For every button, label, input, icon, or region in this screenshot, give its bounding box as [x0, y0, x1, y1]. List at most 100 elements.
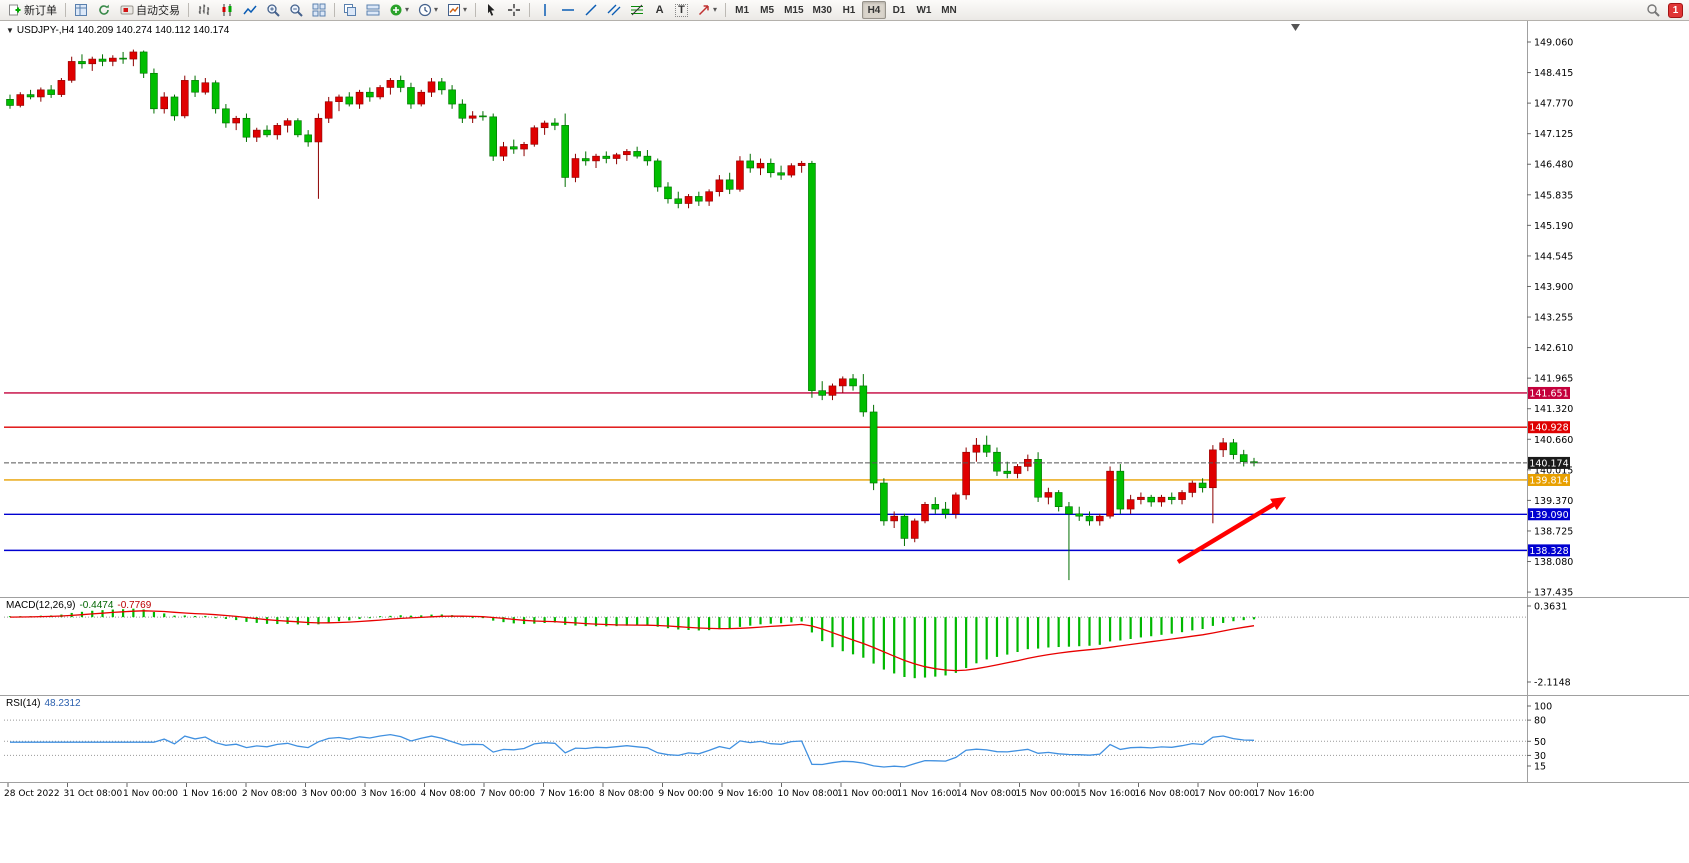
- svg-text:2 Nov 08:00: 2 Nov 08:00: [242, 789, 297, 799]
- svg-text:28 Oct 2022: 28 Oct 2022: [4, 789, 60, 799]
- text-button[interactable]: A: [649, 1, 670, 19]
- svg-text:9 Nov 16:00: 9 Nov 16:00: [718, 789, 773, 799]
- auto-trading-button[interactable]: 自动交易: [116, 1, 184, 19]
- trendline-button[interactable]: [580, 1, 602, 19]
- timeframe-button-M15[interactable]: M15: [780, 1, 807, 19]
- price-axis[interactable]: 149.060 148.415 147.770 147.125 146.480 145.8…: [1527, 38, 1573, 599]
- svg-text:15 Nov 00:00: 15 Nov 00:00: [1016, 789, 1077, 799]
- dropdown-arrow-icon: ▾: [405, 5, 410, 14]
- text-tool-icon: A: [655, 3, 664, 16]
- timeframe-button-H1[interactable]: H1: [837, 1, 861, 19]
- tile-horizontal-button[interactable]: [362, 1, 384, 19]
- svg-text:144.545: 144.545: [1534, 251, 1573, 262]
- macd-axis[interactable]: 0.3631 -2.1148: [1527, 602, 1571, 689]
- one-click-trading-toggle-icon[interactable]: ▼: [6, 26, 14, 35]
- line-chart-button[interactable]: [239, 1, 261, 19]
- timeframe-button-MN[interactable]: MN: [937, 1, 961, 19]
- rsi-line: [10, 733, 1255, 768]
- crosshair-icon: [508, 4, 521, 16]
- svg-text:3 Nov 16:00: 3 Nov 16:00: [361, 789, 416, 799]
- new-order-icon: [9, 4, 21, 16]
- dropdown-arrow-icon: ▾: [463, 5, 468, 14]
- tile-horizontal-icon: [366, 4, 380, 16]
- svg-text:-2.1148: -2.1148: [1534, 677, 1571, 688]
- periods-button[interactable]: ▾: [414, 1, 442, 19]
- indicators-button[interactable]: ▾: [385, 1, 413, 19]
- timeframe-button-H4[interactable]: H4: [861, 1, 886, 19]
- svg-text:7 Nov 16:00: 7 Nov 16:00: [540, 789, 595, 799]
- notification-badge[interactable]: 1: [1668, 2, 1683, 18]
- candlesticks: [6, 49, 1258, 581]
- chart-shift-marker[interactable]: [1291, 24, 1300, 31]
- svg-text:80: 80: [1534, 716, 1546, 727]
- toolbar-separator: [65, 3, 66, 17]
- cursor-button[interactable]: [480, 1, 502, 19]
- svg-text:0.3631: 0.3631: [1534, 602, 1567, 613]
- svg-text:139.814: 139.814: [1529, 475, 1568, 486]
- svg-text:145.835: 145.835: [1534, 190, 1573, 201]
- svg-text:30: 30: [1534, 751, 1546, 762]
- timeframe-button-W1[interactable]: W1: [912, 1, 936, 19]
- svg-text:1 Nov 16:00: 1 Nov 16:00: [183, 789, 238, 799]
- timeframe-toolbar: M1 M5 M15 M30 H1 H4 D1 W1 MN: [730, 1, 961, 19]
- svg-text:140.928: 140.928: [1529, 423, 1568, 434]
- main-toolbar: 新订单 自动交易: [0, 0, 1689, 21]
- price-tag-139.090: 139.090: [1528, 508, 1570, 521]
- svg-text:149.060: 149.060: [1534, 38, 1573, 49]
- fibonacci-icon: [631, 4, 644, 16]
- vertical-line-button[interactable]: [534, 1, 556, 19]
- zoom-out-icon: [290, 4, 303, 17]
- timeframe-button-M30[interactable]: M30: [809, 1, 836, 19]
- horizontal-line-button[interactable]: [557, 1, 579, 19]
- refresh-button[interactable]: [93, 1, 115, 19]
- clock-icon: [418, 3, 432, 17]
- cursor-icon: [488, 4, 495, 16]
- svg-text:142.610: 142.610: [1534, 343, 1573, 354]
- fibonacci-button[interactable]: [626, 1, 648, 19]
- svg-text:145.190: 145.190: [1534, 221, 1573, 232]
- svg-text:7 Nov 00:00: 7 Nov 00:00: [480, 789, 535, 799]
- timeframe-button-D1[interactable]: D1: [887, 1, 911, 19]
- trend-arrow[interactable]: [1176, 497, 1286, 564]
- svg-text:147.770: 147.770: [1534, 99, 1573, 110]
- market-watch-button[interactable]: [70, 1, 92, 19]
- toolbar-separator: [188, 3, 189, 17]
- templates-button[interactable]: ▾: [443, 1, 471, 19]
- crosshair-button[interactable]: [503, 1, 525, 19]
- zoom-out-button[interactable]: [285, 1, 307, 19]
- svg-text:140.660: 140.660: [1534, 435, 1573, 446]
- macd-name: MACD(12,26,9): [6, 600, 76, 611]
- price-tag-140.928: 140.928: [1528, 421, 1570, 434]
- timeframe-button-M5[interactable]: M5: [755, 1, 779, 19]
- search-button[interactable]: [1642, 1, 1664, 19]
- zoom-in-button[interactable]: [262, 1, 284, 19]
- timeframe-button-M1[interactable]: M1: [730, 1, 754, 19]
- candlestick-icon: [222, 4, 232, 16]
- bar-chart-button[interactable]: [193, 1, 215, 19]
- new-order-button[interactable]: 新订单: [4, 1, 61, 19]
- svg-text:141.651: 141.651: [1529, 388, 1568, 399]
- time-axis[interactable]: 28 Oct 2022 31 Oct 08:00 1 Nov 00:00 1 Nov …: [4, 783, 1314, 799]
- toolbar-right-group: 1: [1642, 1, 1685, 19]
- toolbar-separator: [475, 3, 477, 17]
- auto-trading-label: 自动交易: [136, 5, 180, 17]
- svg-text:137.435: 137.435: [1534, 588, 1573, 599]
- text-label-button[interactable]: T: [671, 1, 692, 19]
- macd-indicator-label: MACD(12,26,9) -0.4474 -0.7769: [6, 600, 151, 611]
- svg-text:15 Nov 16:00: 15 Nov 16:00: [1075, 789, 1136, 799]
- cascade-windows-icon: [344, 4, 356, 16]
- svg-text:141.320: 141.320: [1534, 404, 1573, 415]
- tile-windows-button[interactable]: [308, 1, 330, 19]
- channel-button[interactable]: [603, 1, 625, 19]
- candlestick-chart-button[interactable]: [216, 1, 238, 19]
- cascade-windows-button[interactable]: [339, 1, 361, 19]
- svg-text:148.415: 148.415: [1534, 68, 1573, 79]
- tile-windows-icon: [312, 3, 326, 17]
- arrows-tool-button[interactable]: ▾: [693, 1, 721, 19]
- toolbar-separator: [529, 3, 531, 17]
- svg-text:139.370: 139.370: [1534, 496, 1573, 507]
- macd-signal-line: [9, 610, 1255, 672]
- toolbar-separator: [334, 3, 335, 17]
